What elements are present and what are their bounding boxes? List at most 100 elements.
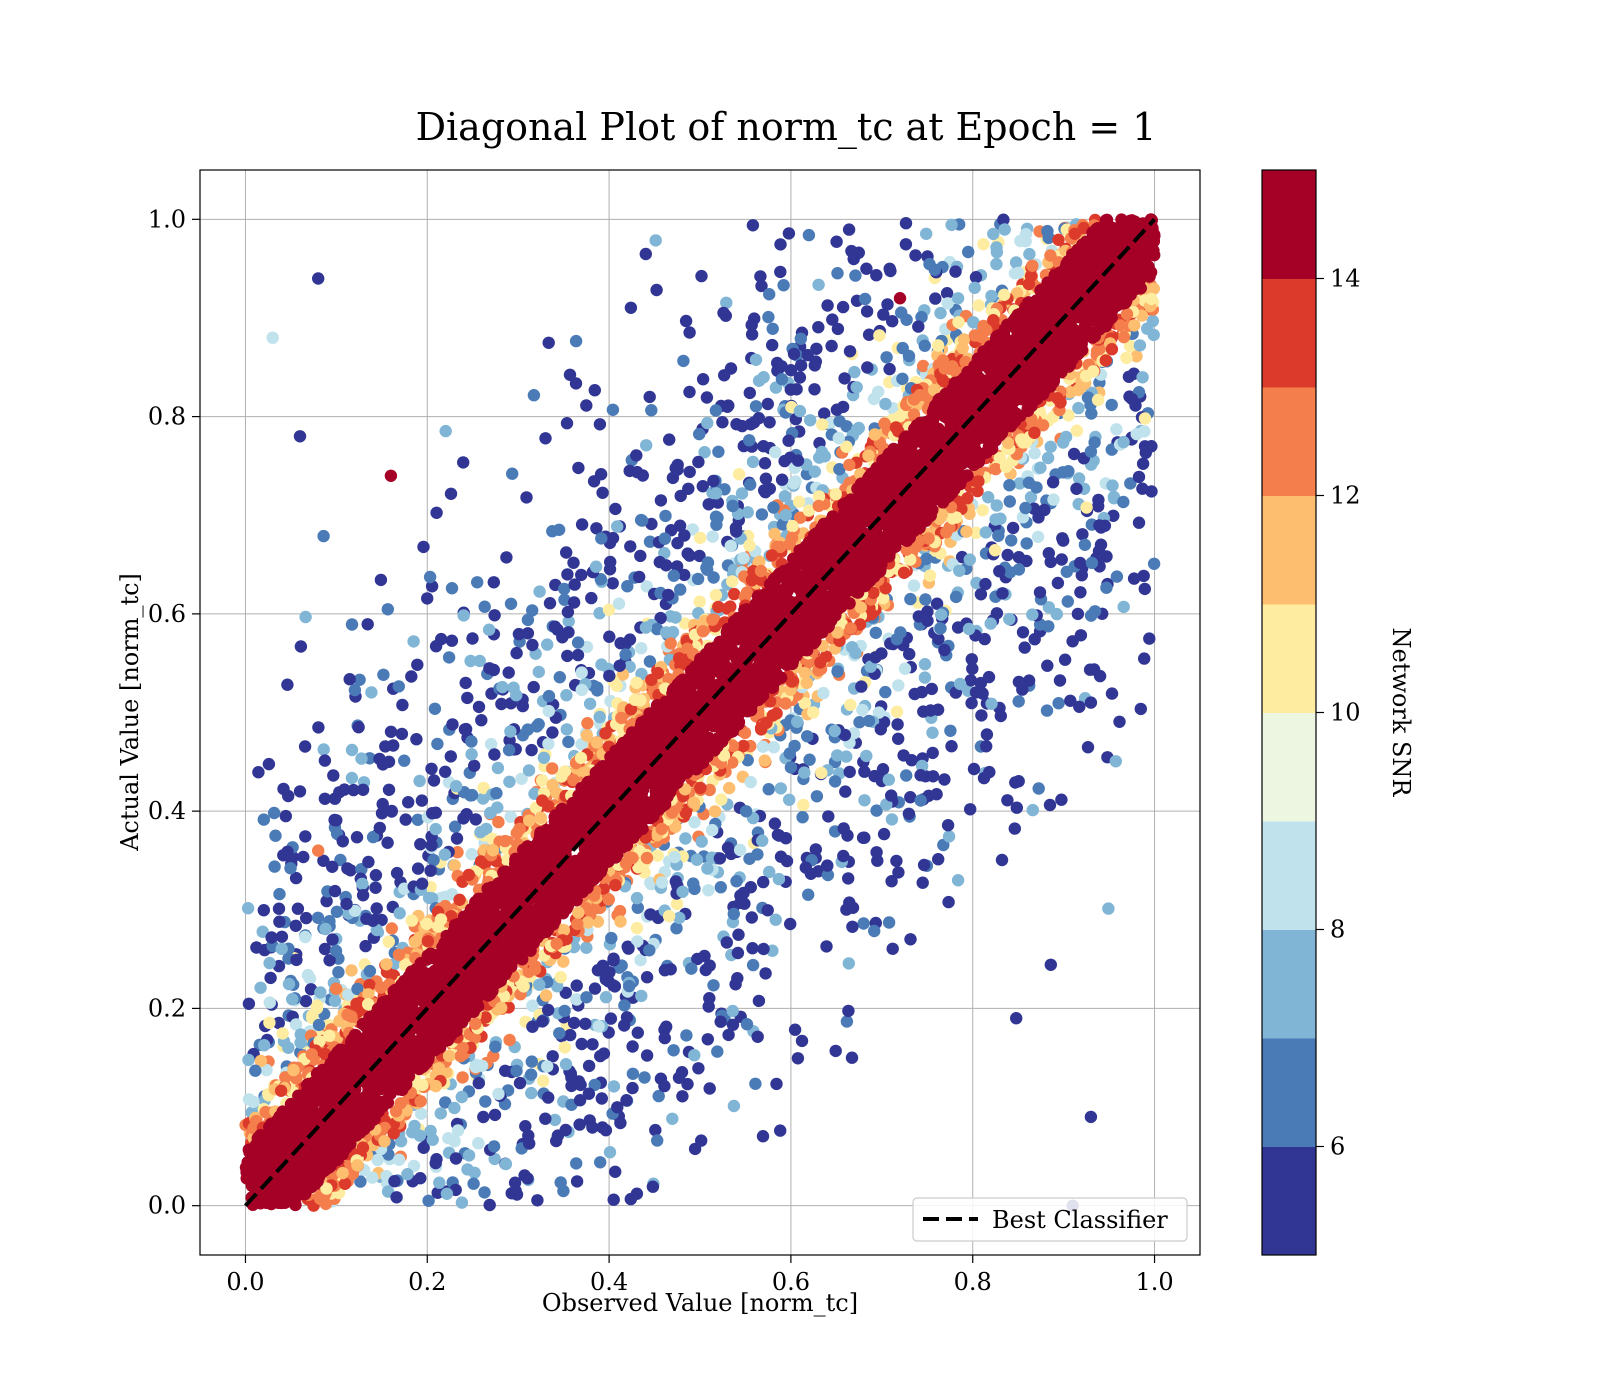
scatter-point — [559, 1123, 572, 1137]
scatter-point — [398, 882, 411, 895]
scatter-point — [585, 591, 598, 605]
scatter-point — [998, 288, 1011, 301]
scatter-point — [813, 451, 826, 464]
scatter-point — [570, 979, 583, 992]
scatter-point — [533, 585, 546, 598]
scatter-point — [708, 805, 722, 818]
scatter-point — [798, 766, 811, 779]
scatter-point — [879, 685, 892, 699]
scatter-point — [572, 461, 585, 475]
scatter-point — [304, 983, 318, 996]
scatter-point — [794, 359, 808, 372]
scatter-point — [615, 711, 628, 725]
scatter-point — [299, 930, 312, 944]
scatter-point — [853, 716, 866, 729]
scatter-point — [934, 622, 947, 635]
scatter-point — [1076, 528, 1089, 541]
scatter-point — [791, 1052, 805, 1065]
scatter-point — [1044, 555, 1057, 569]
scatter-point — [858, 292, 872, 306]
scatter-point — [536, 1015, 549, 1028]
scatter-point — [846, 901, 860, 914]
scatter-point — [949, 265, 962, 278]
scatter-point — [817, 686, 830, 700]
scatter-point — [496, 680, 509, 694]
scatter-point — [592, 1020, 605, 1033]
scatter-point — [414, 838, 427, 851]
scatter-point — [425, 580, 439, 593]
scatter-point — [896, 341, 909, 355]
scatter-point — [334, 853, 347, 867]
scatter-point — [591, 681, 604, 694]
scatter-point — [522, 764, 536, 777]
scatter-point — [892, 679, 905, 692]
scatter-point — [604, 1012, 618, 1025]
scatter-point — [726, 575, 739, 588]
scatter-point — [513, 1076, 527, 1090]
scatter-point — [562, 735, 575, 749]
scatter-point — [588, 384, 601, 397]
scatter-point — [472, 700, 486, 714]
scatter-point — [774, 782, 787, 795]
scatter-point — [614, 915, 627, 928]
scatter-point — [593, 607, 606, 620]
scatter-point — [567, 1016, 581, 1030]
scatter-point — [469, 813, 482, 826]
scatter-point — [956, 341, 969, 355]
scatter-point — [842, 872, 855, 885]
scatter-point — [525, 1055, 538, 1068]
scatter-point — [975, 709, 988, 722]
scatter-point — [526, 604, 539, 617]
scatter-point — [299, 610, 312, 624]
scatter-point — [460, 808, 473, 821]
scatter-point — [832, 431, 845, 445]
scatter-point — [735, 487, 749, 500]
scatter-point — [393, 907, 406, 920]
scatter-point — [917, 359, 930, 373]
scatter-point — [792, 495, 806, 508]
scatter-point — [681, 1077, 694, 1091]
scatter-point — [1117, 330, 1131, 344]
scatter-point — [416, 1078, 429, 1092]
scatter-point — [356, 877, 369, 890]
scatter-point — [1006, 521, 1020, 535]
scatter-point — [892, 732, 905, 745]
scatter-point — [457, 456, 470, 469]
scatter-point — [967, 316, 980, 329]
scatter-point — [1117, 495, 1130, 509]
scatter-point — [1008, 822, 1021, 835]
scatter-point — [392, 1153, 406, 1167]
scatter-point — [960, 525, 973, 538]
scatter-point — [1061, 595, 1075, 608]
scatter-point — [537, 751, 551, 764]
scatter-point — [746, 958, 760, 972]
scatter-point — [413, 774, 426, 788]
scatter-point — [588, 982, 602, 995]
scatter-point — [914, 794, 927, 807]
scatter-point — [872, 385, 885, 398]
scatter-point — [784, 917, 797, 931]
scatter-point — [987, 227, 1000, 241]
scatter-point — [1066, 635, 1079, 648]
scatter-point — [1014, 234, 1027, 248]
scatter-point — [575, 683, 588, 697]
scatter-point — [1072, 383, 1085, 397]
scatter-point — [809, 843, 822, 856]
scatter-point — [250, 941, 263, 954]
scatter-point — [810, 790, 824, 803]
scatter-point — [666, 1112, 679, 1126]
scatter-point — [900, 313, 913, 326]
scatter-point — [639, 247, 652, 261]
scatter-point — [525, 1086, 538, 1100]
scatter-point — [1136, 457, 1150, 470]
scatter-point — [385, 805, 398, 818]
scatter-point — [594, 573, 607, 586]
scatter-point — [931, 703, 945, 716]
scatter-point — [821, 299, 834, 312]
scatter-point — [917, 858, 931, 872]
scatter-point — [373, 752, 386, 766]
scatter-point — [1085, 556, 1099, 570]
scatter-points — [239, 213, 1161, 1212]
scatter-point — [899, 217, 913, 230]
scatter-point — [745, 911, 758, 924]
